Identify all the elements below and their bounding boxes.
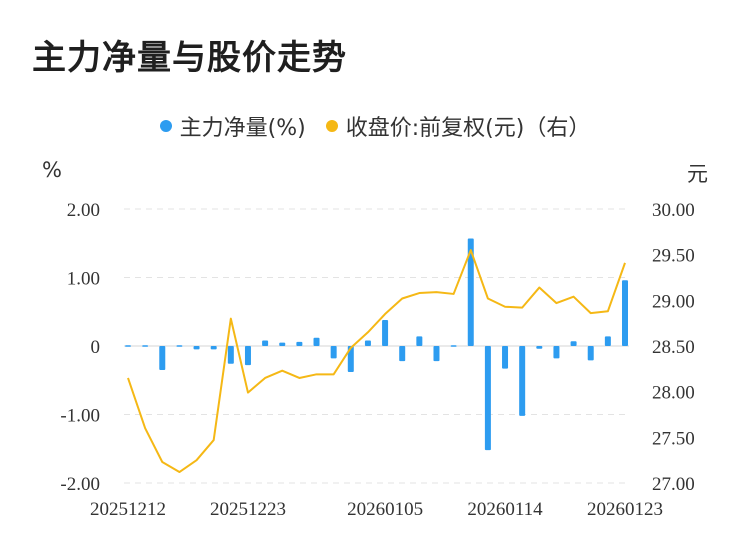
legend-dot-icon: [159, 120, 172, 132]
legend-dot-icon: [325, 120, 338, 132]
bar: [604, 336, 611, 346]
x-tick-label: 20251223: [210, 499, 286, 520]
chart-legend: 主力净量(%) 收盘价:前复权(元)（右）: [0, 110, 750, 142]
right-axis-ticks: 30.00 29.50 29.00 28.50 28.00 27.50 27.00: [652, 200, 695, 495]
left-tick-label: -1.00: [60, 406, 100, 427]
left-axis-ticks: 2.00 1.00 0 -1.00 -2.00: [60, 200, 100, 495]
right-tick-label: 28.00: [652, 383, 695, 404]
left-tick-label: 2.00: [67, 200, 100, 221]
bar: [484, 346, 491, 451]
legend-item-close-price[interactable]: 收盘价:前复权(元)（右）: [325, 110, 591, 142]
bar: [347, 346, 354, 373]
bar: [433, 346, 440, 362]
close-price-line: [127, 249, 626, 474]
bar: [210, 346, 217, 350]
right-tick-label: 27.00: [652, 474, 695, 495]
bar: [244, 346, 251, 366]
bar: [262, 340, 269, 346]
left-axis-unit: %: [42, 158, 62, 182]
left-tick-label: 0: [91, 337, 101, 358]
bar: [382, 319, 389, 346]
right-tick-label: 29.00: [652, 291, 695, 312]
bar: [296, 341, 303, 346]
bar: [330, 346, 337, 359]
left-tick-label: -2.00: [60, 474, 100, 495]
bar: [570, 341, 577, 346]
bar: [159, 346, 166, 370]
bar: [399, 346, 406, 362]
bar: [125, 345, 131, 347]
bar: [176, 345, 183, 347]
bar: [313, 337, 320, 346]
line-series: [127, 249, 626, 474]
bar: [502, 346, 509, 369]
bar: [227, 346, 234, 364]
bar: [519, 346, 526, 416]
bar: [279, 342, 286, 346]
right-axis-unit: 元: [687, 162, 708, 186]
x-tick-label: 20260114: [467, 499, 543, 520]
bar: [467, 238, 474, 346]
bar: [416, 336, 423, 346]
right-tick-label: 28.50: [652, 337, 695, 358]
x-tick-label: 20260105: [347, 499, 423, 520]
x-axis-ticks: 20251212 20251223 20260105 20260114 20260123: [90, 499, 663, 520]
grid-lines: [124, 208, 629, 484]
legend-label-main-net: 主力净量(%): [179, 116, 306, 141]
bar-series: [125, 238, 628, 451]
bar: [622, 280, 628, 346]
x-tick-label: 20260123: [587, 499, 663, 520]
bar: [553, 346, 560, 359]
legend-label-close-price: 收盘价:前复权(元)（右）: [345, 116, 591, 141]
right-tick-label: 29.50: [652, 246, 695, 267]
right-tick-label: 27.50: [652, 428, 695, 449]
bar: [142, 345, 149, 347]
x-tick-label: 20251212: [90, 499, 166, 520]
bar: [587, 346, 594, 361]
bar: [536, 346, 543, 349]
bar: [450, 345, 457, 347]
left-tick-label: 1.00: [67, 269, 100, 290]
right-tick-label: 30.00: [652, 200, 695, 221]
bar: [193, 346, 200, 350]
legend-item-main-net[interactable]: 主力净量(%): [159, 110, 306, 142]
bar: [364, 340, 371, 346]
chart-title: 主力净量与股价走势: [32, 38, 347, 78]
